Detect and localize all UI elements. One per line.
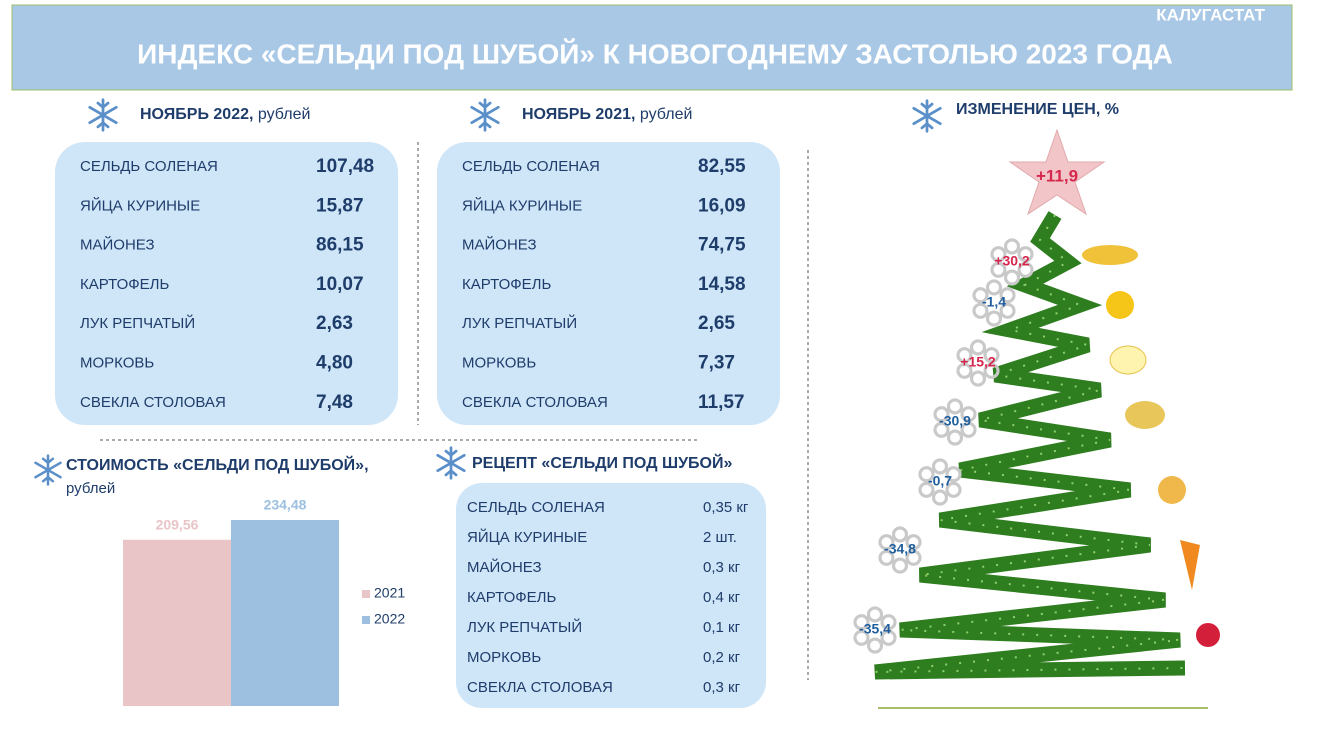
legend-swatch bbox=[362, 590, 370, 598]
panel bbox=[456, 483, 766, 708]
bar bbox=[123, 539, 231, 706]
snowflake-icon bbox=[912, 99, 942, 133]
panel bbox=[55, 142, 398, 425]
row-value: 0,35 кг bbox=[703, 499, 749, 516]
row-label: ЛУК РЕПЧАТЫЙ bbox=[462, 314, 577, 332]
header-band bbox=[11, 4, 1293, 91]
legend-swatch bbox=[362, 616, 370, 624]
change-label: +30,2 bbox=[994, 253, 1030, 269]
section-title: СТОИМОСТЬ «СЕЛЬДИ ПОД ШУБОЙ», bbox=[66, 455, 369, 474]
row-value: 82,55 bbox=[698, 156, 746, 177]
section-title: НОЯБРЬ 2022, рублей bbox=[140, 106, 310, 123]
change-label: -30,9 bbox=[939, 413, 971, 429]
snowflake-icon bbox=[470, 98, 500, 132]
row-label: КАРТОФЕЛЬ bbox=[467, 589, 556, 606]
change-label: +15,2 bbox=[960, 354, 996, 370]
panel bbox=[437, 142, 780, 425]
source: КАЛУГАСТАТ bbox=[1156, 5, 1265, 24]
row-label: ЯЙЦА КУРИНЫЕ bbox=[467, 528, 587, 546]
row-value: 2,65 bbox=[698, 313, 735, 334]
row-value: 0,2 кг bbox=[703, 649, 741, 666]
row-value: 15,87 bbox=[316, 195, 364, 216]
row-label: КАРТОФЕЛЬ bbox=[462, 276, 551, 293]
row-value: 7,37 bbox=[698, 353, 735, 374]
row-label: КАРТОФЕЛЬ bbox=[80, 276, 169, 293]
row-value: 16,09 bbox=[698, 195, 746, 216]
legend-label: 2022 bbox=[374, 611, 405, 627]
row-label: ЯЙЦА КУРИНЫЕ bbox=[80, 196, 200, 214]
snowflake-icon bbox=[88, 98, 118, 132]
section-unit: рублей bbox=[66, 480, 115, 497]
row-value: 86,15 bbox=[316, 235, 364, 256]
row-label: МОРКОВЬ bbox=[462, 354, 536, 371]
row-label: ЛУК РЕПЧАТЫЙ bbox=[80, 314, 195, 332]
row-label: ЯЙЦА КУРИНЫЕ bbox=[462, 196, 582, 214]
row-value: 10,07 bbox=[316, 274, 364, 295]
section-title: РЕЦЕПТ «СЕЛЬДИ ПОД ШУБОЙ» bbox=[472, 453, 732, 472]
snowflake-icon bbox=[34, 454, 62, 486]
tree bbox=[874, 128, 1220, 709]
row-label: МАЙОНЕЗ bbox=[467, 558, 542, 576]
row-label: МОРКОВЬ bbox=[80, 354, 154, 371]
section-title: ИЗМЕНЕНИЕ ЦЕН, % bbox=[956, 101, 1119, 118]
row-label: СЕЛЬДЬ СОЛЕНАЯ bbox=[462, 158, 600, 175]
row-value: 2 шт. bbox=[703, 529, 737, 546]
row-label: МАЙОНЕЗ bbox=[80, 236, 155, 254]
row-label: МОРКОВЬ bbox=[467, 649, 541, 666]
row-value: 74,75 bbox=[698, 235, 746, 256]
row-value: 0,1 кг bbox=[703, 619, 741, 636]
row-value: 0,3 кг bbox=[703, 679, 741, 696]
row-label: МАЙОНЕЗ bbox=[462, 236, 537, 254]
row-label: СВЕКЛА СТОЛОВАЯ bbox=[467, 679, 613, 696]
snowflake-icon bbox=[436, 446, 466, 480]
section-title: НОЯБРЬ 2021, рублей bbox=[522, 106, 692, 123]
row-label: СЕЛЬДЬ СОЛЕНАЯ bbox=[467, 499, 605, 516]
title: ИНДЕКС «СЕЛЬДИ ПОД ШУБОЙ» К НОВОГОДНЕМУ … bbox=[137, 37, 1173, 69]
row-value: 0,3 кг bbox=[703, 559, 741, 576]
row-label: ЛУК РЕПЧАТЫЙ bbox=[467, 618, 582, 636]
change-label: -0,7 bbox=[928, 473, 952, 489]
row-value: 107,48 bbox=[316, 156, 374, 177]
change-label: -1,4 bbox=[982, 294, 1006, 310]
row-value: 4,80 bbox=[316, 353, 353, 374]
change-total: +11,9 bbox=[1036, 166, 1078, 185]
legend-label: 2021 bbox=[374, 585, 405, 601]
change-label: -34,8 bbox=[884, 541, 916, 557]
row-value: 14,58 bbox=[698, 274, 746, 295]
data-label: 209,56 bbox=[156, 516, 199, 532]
bar bbox=[231, 520, 339, 706]
row-label: СЕЛЬДЬ СОЛЕНАЯ bbox=[80, 158, 218, 175]
row-value: 2,63 bbox=[316, 313, 353, 334]
row-value: 7,48 bbox=[316, 392, 353, 413]
row-value: 0,4 кг bbox=[703, 589, 741, 606]
row-label: СВЕКЛА СТОЛОВАЯ bbox=[462, 394, 608, 411]
row-label: СВЕКЛА СТОЛОВАЯ bbox=[80, 394, 226, 411]
change-label: -35,4 bbox=[859, 621, 891, 637]
row-value: 11,57 bbox=[698, 392, 745, 413]
data-label: 234,48 bbox=[264, 497, 307, 513]
